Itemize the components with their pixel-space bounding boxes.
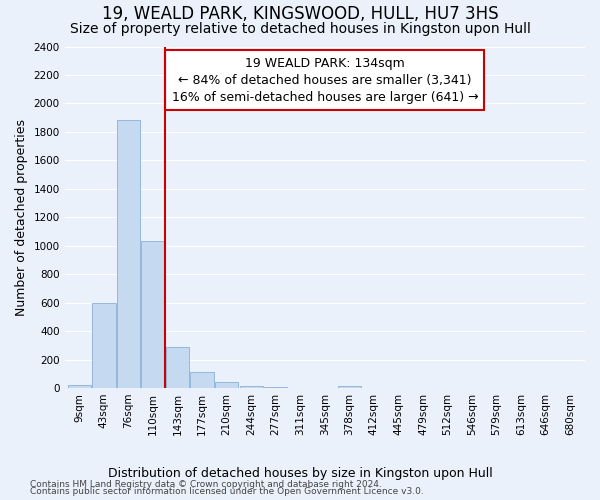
Bar	[190, 372, 214, 388]
Bar	[264, 386, 287, 388]
Bar	[142, 240, 164, 388]
Text: Distribution of detached houses by size in Kingston upon Hull: Distribution of detached houses by size …	[107, 468, 493, 480]
Text: Contains HM Land Registry data © Crown copyright and database right 2024.: Contains HM Land Registry data © Crown c…	[30, 480, 382, 489]
Text: 19 WEALD PARK: 134sqm
← 84% of detached houses are smaller (3,341)
16% of semi-d: 19 WEALD PARK: 134sqm ← 84% of detached …	[172, 56, 478, 104]
Text: Size of property relative to detached houses in Kingston upon Hull: Size of property relative to detached ho…	[70, 22, 530, 36]
Text: 19, WEALD PARK, KINGSWOOD, HULL, HU7 3HS: 19, WEALD PARK, KINGSWOOD, HULL, HU7 3HS	[101, 5, 499, 23]
Bar	[68, 386, 91, 388]
Bar	[92, 302, 116, 388]
Bar	[166, 348, 189, 388]
Text: Contains public sector information licensed under the Open Government Licence v3: Contains public sector information licen…	[30, 487, 424, 496]
Bar	[338, 386, 361, 388]
Bar	[117, 120, 140, 388]
Y-axis label: Number of detached properties: Number of detached properties	[15, 119, 28, 316]
Bar	[239, 386, 263, 388]
Bar	[215, 382, 238, 388]
